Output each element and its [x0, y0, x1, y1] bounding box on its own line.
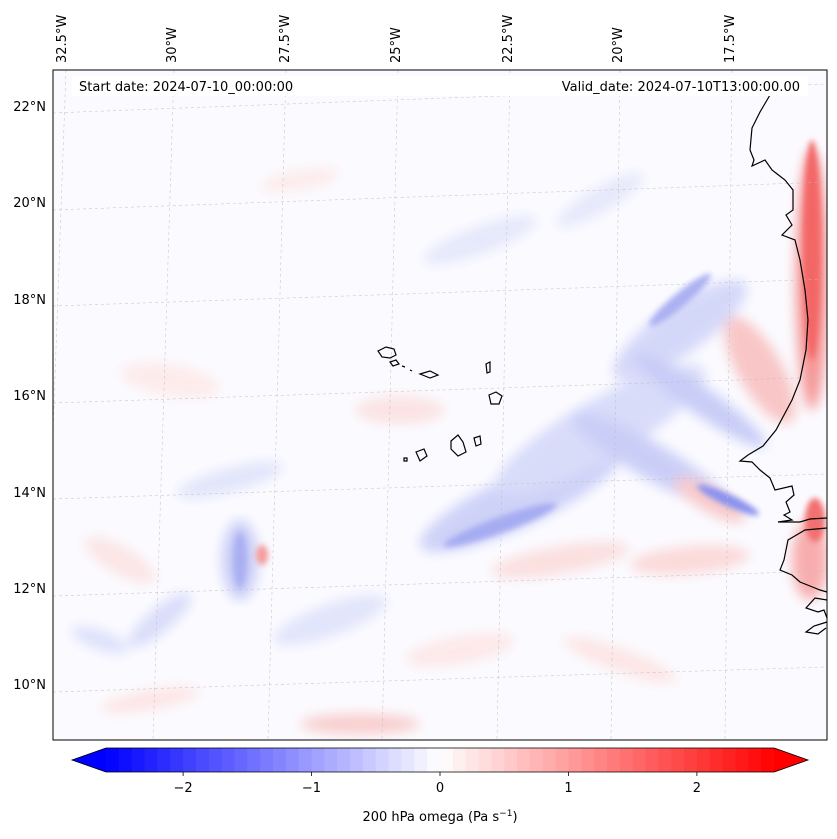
colorbar-cell: [671, 748, 685, 772]
colorbar-cell: [362, 748, 377, 772]
colorbar-cell: [555, 748, 570, 772]
cape-verde-islands: [377, 346, 503, 462]
colorbar-cell: [722, 748, 737, 772]
colorbar-cell: [273, 748, 287, 772]
colorbar-cell: [260, 748, 274, 772]
colorbar-cell: [452, 748, 467, 772]
colorbar-cell: [247, 748, 261, 772]
colorbar-cell: [311, 748, 325, 772]
colorbar-cell: [542, 748, 557, 772]
colorbar: −2 −1 0 1 2 200 hPa omega (Pa s−1): [70, 747, 810, 825]
colorbar-extend-min: [72, 748, 106, 772]
colorbar-cells: [106, 748, 775, 772]
colorbar-label: 200 hPa omega (Pa s−1): [362, 809, 517, 825]
valid-date-label: Valid_date: 2024-07-10T13:00:00.00: [562, 80, 800, 95]
colorbar-cell: [440, 748, 454, 772]
lat-label: 16°N: [13, 389, 46, 404]
colorbar-cell: [208, 748, 223, 772]
lon-label: 22.5°W: [501, 15, 516, 63]
colorbar-cell: [157, 748, 171, 772]
colorbar-cell: [478, 748, 492, 772]
colorbar-cell: [761, 748, 775, 772]
colorbar-outline: [70, 747, 810, 773]
colorbar-cell: [465, 748, 480, 772]
map-gridlines: [53, 70, 827, 740]
latitude-labels: 22°N 20°N 18°N 16°N 14°N 12°N 10°N: [13, 100, 46, 693]
colorbar-cell: [106, 748, 120, 772]
colorbar-extend-max: [774, 748, 808, 772]
colorbar-cell: [221, 748, 236, 772]
colorbar-tick-label: −1: [302, 781, 321, 796]
colorbar-cell: [581, 748, 595, 772]
colorbar-cell: [684, 748, 698, 772]
colorbar-cell: [517, 748, 531, 772]
african-coastline: [738, 94, 828, 635]
lat-label: 18°N: [13, 293, 46, 308]
lat-label: 14°N: [13, 486, 46, 501]
colorbar-cell: [632, 748, 647, 772]
lat-label: 22°N: [13, 100, 46, 115]
colorbar-cell: [491, 748, 505, 772]
colorbar-cell: [414, 748, 428, 772]
colorbar-cell: [529, 748, 544, 772]
omega-field: [71, 140, 827, 734]
colorbar-cell: [594, 748, 608, 772]
colorbar-cell: [709, 748, 724, 772]
colorbar-tick-label: 1: [564, 781, 572, 796]
colorbar-cell: [735, 748, 749, 772]
colorbar-cell: [504, 748, 518, 772]
lon-label: 30°W: [165, 27, 180, 63]
lon-label: 32.5°W: [55, 15, 70, 63]
colorbar-cell: [350, 748, 364, 772]
map-frame: [52, 69, 828, 741]
colorbar-cell: [285, 748, 300, 772]
colorbar-cell: [388, 748, 403, 772]
colorbar-cell: [427, 748, 441, 772]
colorbar-cell: [607, 748, 621, 772]
lon-label: 20°W: [611, 27, 626, 63]
colorbar-cell: [324, 748, 338, 772]
colorbar-cell: [298, 748, 313, 772]
colorbar-ticks: −2 −1 0 1 2: [174, 772, 701, 796]
colorbar-cell: [144, 748, 158, 772]
lat-label: 20°N: [13, 196, 46, 211]
colorbar-cell: [183, 748, 197, 772]
colorbar-cell: [118, 748, 133, 772]
colorbar-cell: [401, 748, 415, 772]
colorbar-cell: [568, 748, 582, 772]
colorbar-cell: [748, 748, 762, 772]
colorbar-cell: [696, 748, 711, 772]
colorbar-cell: [195, 748, 210, 772]
lat-label: 10°N: [13, 678, 46, 693]
colorbar-cell: [658, 748, 672, 772]
colorbar-cell: [337, 748, 351, 772]
colorbar-cell: [234, 748, 248, 772]
colorbar-tick-label: 2: [693, 781, 701, 796]
colorbar-tick-label: 0: [436, 781, 444, 796]
lat-label: 12°N: [13, 582, 46, 597]
lon-label: 27.5°W: [278, 15, 293, 63]
colorbar-cell: [375, 748, 390, 772]
longitude-labels: 32.5°W 30°W 27.5°W 25°W 22.5°W 20°W 17.5…: [55, 15, 738, 63]
colorbar-tick-label: −2: [174, 781, 193, 796]
annotation-box: [72, 76, 808, 96]
start-date-label: Start date: 2024-07-10_00:00:00: [79, 80, 293, 95]
colorbar-cell: [645, 748, 659, 772]
colorbar-cell: [619, 748, 634, 772]
lon-label: 25°W: [389, 27, 404, 63]
lon-label: 17.5°W: [723, 15, 738, 63]
colorbar-cell: [131, 748, 146, 772]
colorbar-cell: [170, 748, 184, 772]
